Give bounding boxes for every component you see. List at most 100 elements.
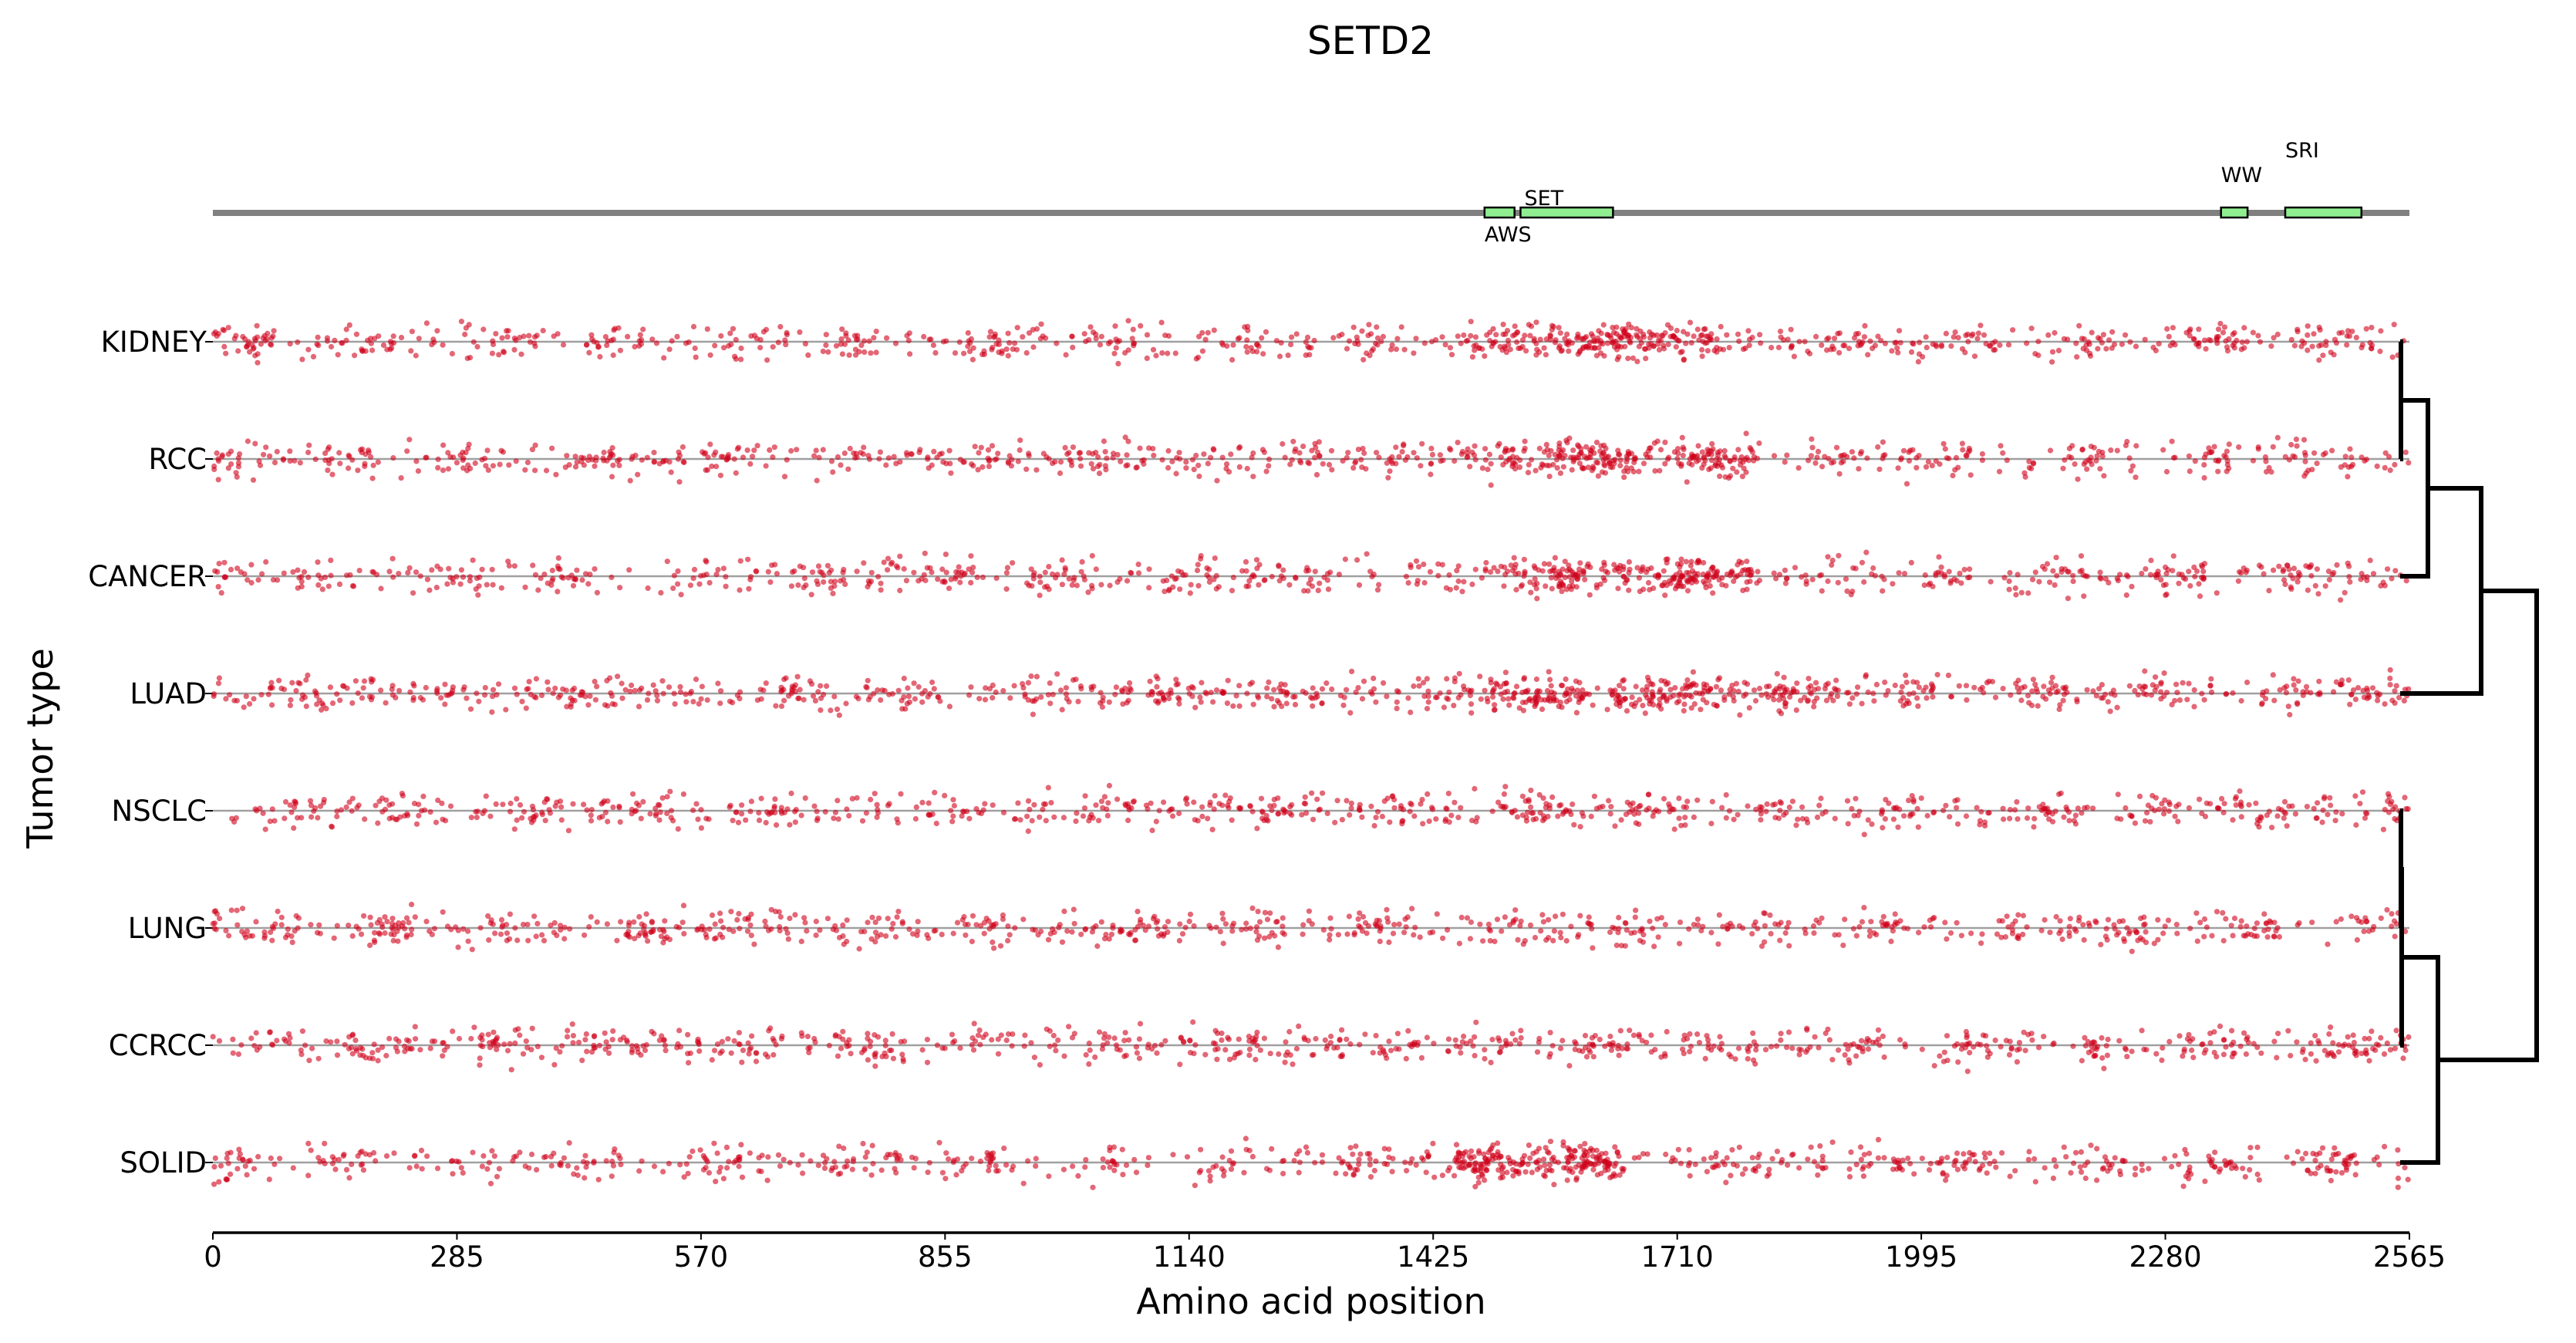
- mutation-point: [2394, 683, 2399, 689]
- mutation-point: [1279, 340, 1284, 346]
- mutation-point: [585, 702, 591, 707]
- mutation-point: [344, 572, 349, 578]
- mutation-point: [438, 566, 443, 572]
- mutation-point: [2160, 930, 2166, 936]
- mutation-point: [1177, 586, 1182, 592]
- mutation-point: [1209, 690, 1214, 695]
- mutation-point: [1924, 695, 1929, 700]
- mutation-point: [1391, 922, 1397, 927]
- mutation-point: [1559, 349, 1564, 354]
- mutation-point: [1795, 817, 1800, 822]
- mutation-point: [1199, 680, 1204, 685]
- mutation-point: [1953, 329, 1958, 335]
- mutation-point: [1950, 473, 1955, 478]
- mutation-point: [592, 464, 597, 469]
- mutation-point: [2158, 689, 2163, 694]
- mutation-point: [261, 452, 266, 457]
- mutation-point: [2061, 815, 2066, 820]
- mutation-point: [2164, 326, 2170, 332]
- mutation-point: [968, 684, 973, 690]
- mutation-point: [1825, 579, 1830, 584]
- mutation-point: [799, 813, 804, 818]
- mutation-point: [619, 680, 625, 686]
- mutation-point: [609, 693, 615, 699]
- mutation-point: [1141, 461, 1146, 467]
- mutation-point: [1615, 693, 1620, 699]
- mutation-point: [674, 334, 679, 339]
- y-tick-label: KIDNEY: [101, 326, 207, 359]
- mutation-point: [2191, 704, 2197, 710]
- mutation-point: [1342, 695, 1347, 700]
- mutation-point: [2197, 920, 2203, 925]
- mutation-point: [2133, 443, 2139, 448]
- mutation-point: [1176, 697, 1182, 702]
- mutation-point: [1958, 580, 1964, 585]
- mutation-point: [1577, 461, 1583, 466]
- mutation-point: [553, 804, 558, 809]
- mutation-point: [2069, 455, 2074, 461]
- mutation-point: [491, 687, 496, 693]
- mutation-point: [497, 462, 503, 467]
- mutation-point: [976, 450, 981, 455]
- mutation-point: [1576, 573, 1581, 579]
- mutation-point: [1269, 808, 1274, 813]
- mutation-point: [690, 699, 696, 704]
- mutation-point: [761, 329, 767, 335]
- mutation-point: [2223, 916, 2228, 922]
- mutation-point: [1689, 705, 1694, 710]
- mutation-point: [1012, 683, 1017, 688]
- mutation-point: [1595, 686, 1600, 691]
- mutation-point: [410, 590, 416, 596]
- mutation-point: [1618, 457, 1623, 463]
- mutation-point: [1250, 809, 1256, 815]
- mutation-point: [1898, 340, 1903, 346]
- mutation-point: [1404, 574, 1409, 579]
- mutation-point: [2353, 822, 2359, 828]
- mutation-point: [1170, 813, 1175, 818]
- mutation-point: [1023, 467, 1029, 472]
- mutation-point: [1636, 811, 1641, 816]
- mutation-point: [440, 467, 446, 473]
- mutation-point: [899, 706, 905, 711]
- mutation-point: [1165, 448, 1171, 454]
- mutation-point: [1861, 579, 1866, 585]
- mutation-point: [1654, 807, 1659, 812]
- mutation-point: [405, 570, 410, 575]
- mutation-point: [469, 815, 474, 820]
- mutation-point: [1601, 322, 1607, 328]
- mutation-point: [1517, 705, 1522, 710]
- mutation-point: [707, 580, 713, 585]
- mutation-point: [1646, 580, 1651, 585]
- mutation-point: [1448, 345, 1453, 350]
- mutation-point: [1428, 461, 1434, 467]
- mutation-point: [636, 803, 642, 808]
- mutation-point: [1936, 569, 1941, 575]
- mutation-point: [693, 801, 699, 807]
- mutation-point: [1700, 450, 1705, 455]
- mutation-point: [1024, 814, 1030, 819]
- mutation-point: [1724, 332, 1729, 338]
- mutation-point: [561, 342, 566, 347]
- mutation-point: [1077, 456, 1083, 461]
- mutation-point: [1981, 332, 1987, 338]
- mutation-point: [462, 332, 467, 337]
- mutation-point: [1368, 331, 1374, 336]
- mutation-point: [1482, 446, 1488, 451]
- mutation-point: [491, 582, 496, 588]
- mutation-point: [2149, 692, 2154, 697]
- mutation-point: [1162, 924, 1168, 930]
- mutation-point: [1236, 683, 1242, 688]
- mutation-point: [1071, 575, 1077, 580]
- mutation-point: [2215, 469, 2220, 474]
- mutation-point: [1904, 481, 1910, 487]
- mutation-point: [1492, 702, 1497, 707]
- mutation-point: [352, 353, 357, 358]
- mutation-point: [1580, 695, 1585, 700]
- mutation-point: [1427, 818, 1432, 824]
- mutation-point: [1146, 585, 1151, 590]
- mutation-point: [1073, 818, 1078, 824]
- mutation-point: [337, 461, 342, 466]
- mutation-point: [500, 801, 505, 807]
- mutation-point: [1123, 434, 1128, 440]
- mutation-point: [1010, 346, 1016, 352]
